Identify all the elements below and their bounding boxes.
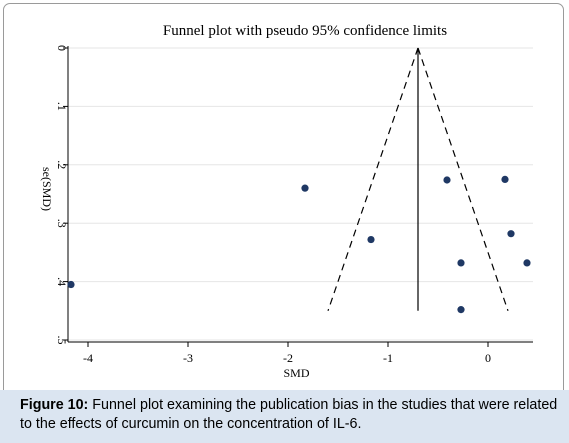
y-tick-label: .1 xyxy=(55,102,69,111)
x-tick-label: -3 xyxy=(183,351,193,365)
x-tick-label: -1 xyxy=(383,351,393,365)
caption-label: Figure 10: xyxy=(20,397,89,413)
data-point xyxy=(501,175,509,183)
data-point xyxy=(523,259,531,267)
x-tick-label: -4 xyxy=(83,351,93,365)
axes xyxy=(67,46,533,343)
x-axis-label: SMD xyxy=(283,366,309,380)
chart-title: Funnel plot with pseudo 95% confidence l… xyxy=(163,23,447,39)
y-tick-label: .4 xyxy=(55,277,69,286)
y-tick-label: .5 xyxy=(55,336,69,345)
funnel-lines xyxy=(327,47,509,311)
figure-caption: Figure 10: Funnel plot examining the pub… xyxy=(0,390,569,443)
data-point xyxy=(457,259,465,267)
y-tick-label: .3 xyxy=(55,219,69,228)
x-ticks: -4 -3 -2 -1 0 xyxy=(83,342,491,365)
data-point xyxy=(367,235,375,244)
figure-frame xyxy=(3,3,564,439)
funnel-left-limit xyxy=(327,47,419,311)
data-point xyxy=(443,176,451,184)
y-axis-label: se(SMD) xyxy=(40,167,54,211)
data-point xyxy=(67,280,75,289)
x-tick-label: 0 xyxy=(485,351,491,365)
funnel-plot: Funnel plot with pseudo 95% confidence l… xyxy=(40,23,533,380)
y-ticks: 0 .1 .2 .3 .4 .5 xyxy=(55,45,69,345)
x-tick-label: -2 xyxy=(283,351,293,365)
y-tick-label: 0 xyxy=(55,45,69,51)
y-tick-label: .2 xyxy=(55,160,69,169)
grid-lines xyxy=(68,47,533,341)
caption-text: Funnel plot examining the publication bi… xyxy=(20,397,558,432)
data-point xyxy=(457,306,465,314)
data-point xyxy=(507,230,515,238)
funnel-right-limit xyxy=(417,47,509,311)
data-point xyxy=(301,184,309,192)
data-points xyxy=(67,175,531,314)
